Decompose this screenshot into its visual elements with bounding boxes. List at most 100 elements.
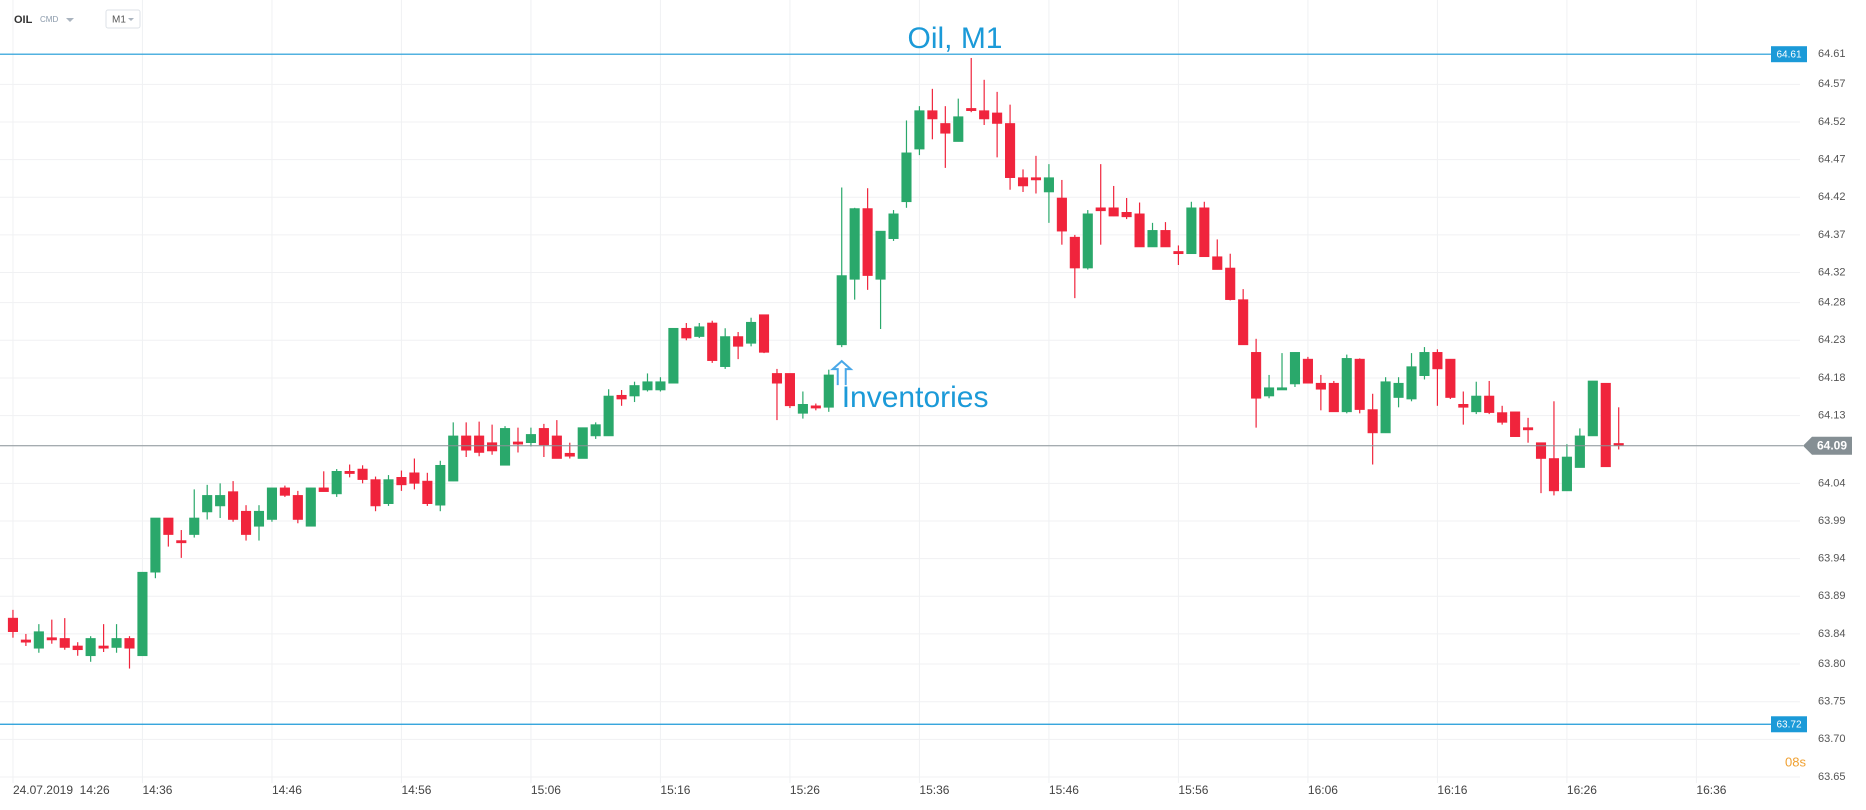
candle-body: [98, 645, 109, 649]
candle-body: [305, 487, 316, 527]
candle-body: [733, 336, 744, 347]
candle-body: [953, 116, 964, 142]
candle-body: [137, 571, 148, 657]
candle-body: [1121, 212, 1132, 218]
candle-body: [344, 471, 355, 474]
candle-body: [564, 452, 575, 457]
candle-body: [603, 395, 614, 437]
candle-body: [642, 381, 653, 391]
candle-body: [435, 464, 446, 506]
candle-body: [1471, 395, 1482, 413]
y-tick-label: 64.37: [1818, 229, 1846, 241]
low-line-tag: [1771, 716, 1807, 733]
y-tick-label: 63.89: [1818, 590, 1846, 602]
candle-body: [875, 230, 886, 280]
candle-body: [849, 208, 860, 280]
dropdown-arrow[interactable]: [66, 18, 74, 22]
candle-body: [111, 638, 122, 648]
candle-body: [1523, 427, 1534, 431]
high-line-label: 64.61: [1776, 49, 1801, 60]
candle-body: [1535, 442, 1547, 459]
candle-body: [1043, 177, 1054, 193]
candle-body: [1600, 382, 1611, 468]
candle-body: [836, 275, 847, 346]
candle-body: [409, 472, 420, 484]
candle-body: [525, 434, 536, 443]
candle-body: [1315, 382, 1326, 390]
candle-body: [59, 638, 70, 648]
market[interactable]: CMD: [40, 15, 58, 24]
candle-body: [1264, 387, 1275, 397]
timeframe[interactable]: M1: [112, 15, 126, 26]
candle-body: [771, 373, 783, 384]
y-tick-label: 64.28: [1818, 297, 1846, 309]
timeframe-box[interactable]: [105, 9, 141, 29]
candle-body: [888, 213, 899, 239]
candle-body: [72, 645, 83, 651]
candle-body: [1458, 403, 1469, 408]
candle-body: [266, 487, 277, 520]
symbol[interactable]: OIL: [14, 14, 33, 26]
candle-body: [215, 495, 226, 507]
x-tick-label: 15:46: [1049, 783, 1079, 797]
candle-body: [668, 327, 679, 384]
grid: 64.61 64.57 64.52 64.47 64.42 64.37 64.32 64.28…: [0, 0, 1846, 797]
candle-body: [487, 442, 498, 452]
candle-body: [396, 477, 407, 486]
y-tick-label: 63.94: [1818, 553, 1846, 565]
plot: [7, 57, 1624, 669]
x-tick-label: 15:56: [1178, 783, 1208, 797]
candle-body: [1212, 256, 1223, 270]
y-tick-label: 64.47: [1818, 154, 1846, 166]
candle-body: [927, 110, 938, 120]
overlay: 64.61 63.72 64.09 Inventories 08s: [0, 46, 1852, 769]
dropdown-arrow[interactable]: [128, 18, 134, 21]
candle-body: [862, 208, 873, 276]
y-tick-label: 64.04: [1818, 477, 1846, 489]
candle-body: [616, 394, 627, 400]
candle-body: [538, 428, 549, 446]
candle-body: [681, 327, 692, 339]
candle-body: [448, 435, 459, 482]
candle-body: [979, 110, 990, 120]
candle-body: [810, 405, 821, 409]
candle-body: [1134, 213, 1145, 248]
candle-body: [176, 540, 187, 544]
candle-body: [1056, 197, 1067, 232]
candle-body: [228, 491, 239, 520]
candle-body: [7, 617, 18, 632]
candle-body: [966, 108, 977, 111]
candle-body: [512, 441, 524, 445]
candle-body: [1548, 458, 1560, 492]
candle-body: [1419, 352, 1430, 376]
y-tick-label: 64.13: [1818, 409, 1846, 421]
candle-body: [383, 479, 394, 504]
candle-body: [551, 435, 562, 459]
candle-body: [1199, 207, 1210, 258]
y-tick-label: 63.70: [1818, 733, 1846, 745]
y-tick-label: 64.57: [1818, 78, 1846, 90]
annotation-text: Inventories: [842, 381, 989, 414]
candle-body: [85, 638, 96, 657]
candle-body: [1017, 177, 1029, 187]
candle-body: [746, 321, 757, 344]
y-tick-label: 64.32: [1818, 266, 1846, 278]
candle-body: [1238, 299, 1249, 346]
candle-body: [1587, 380, 1598, 437]
candle-body: [914, 110, 925, 150]
x-tick-label: 24.07.2019 14:26: [13, 783, 110, 797]
x-tick-label: 16:16: [1437, 783, 1467, 797]
y-tick-label: 63.99: [1818, 515, 1846, 527]
candle-body: [940, 123, 951, 134]
candle-body: [1561, 456, 1572, 492]
candle-body: [797, 403, 808, 414]
candle-body: [694, 326, 705, 337]
candle-body: [1574, 435, 1585, 468]
candle-body: [20, 639, 31, 643]
candle-body: [46, 637, 57, 641]
candle-body: [1225, 267, 1236, 300]
candle-body: [1328, 382, 1339, 413]
last-price-label: 64.09: [1817, 438, 1847, 452]
candle-body: [1484, 395, 1495, 413]
candle-body: [1147, 230, 1158, 248]
